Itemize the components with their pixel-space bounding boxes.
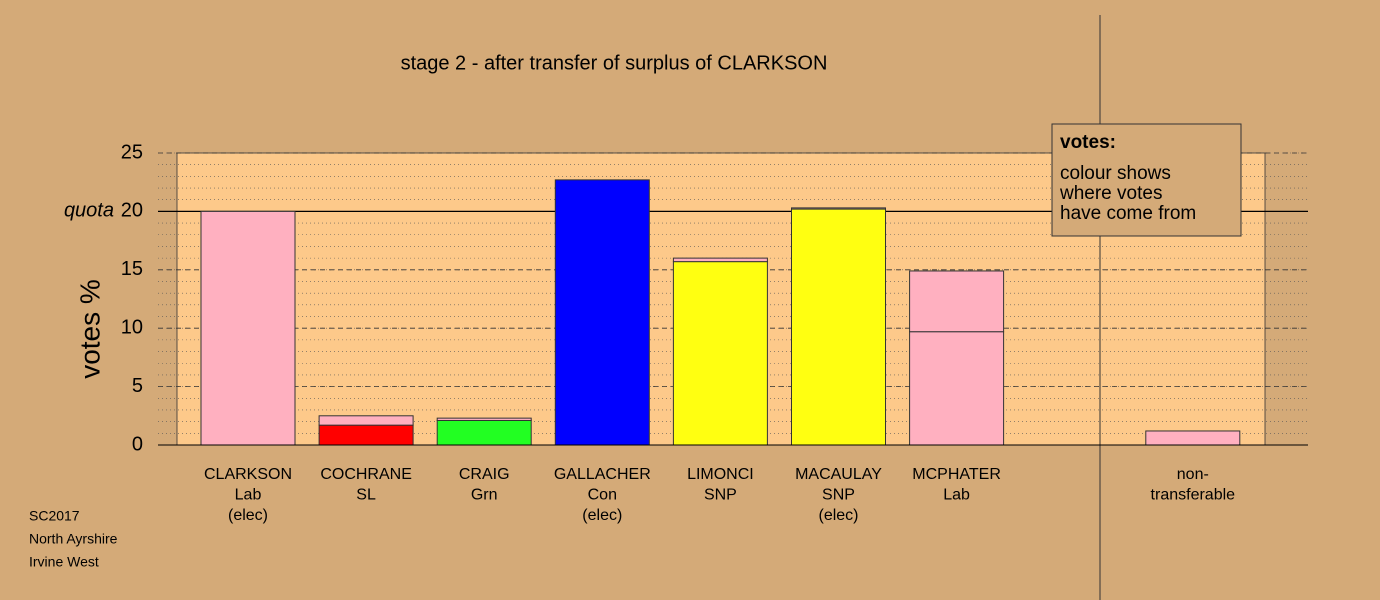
x-tick-label: CLARKSON <box>204 466 292 483</box>
y-tick-label: 25 <box>121 141 143 163</box>
footnote: SC2017 <box>29 508 80 524</box>
y-tick-label: 20 <box>121 200 143 222</box>
bar-segment <box>909 270 1005 333</box>
chart-title: stage 2 - after transfer of surplus of C… <box>401 52 828 74</box>
footnote: Irvine West <box>29 554 99 570</box>
x-tick-label: transferable <box>1151 487 1236 504</box>
bar-segment <box>318 424 414 446</box>
x-tick-label: CRAIG <box>459 466 510 483</box>
x-tick-label: Con <box>588 487 617 504</box>
quota-label: quota <box>64 200 114 222</box>
x-tick-label: LIMONCI <box>687 466 754 483</box>
bar-segment <box>909 331 1005 446</box>
bar-segment <box>791 208 886 446</box>
bar-segment <box>436 417 532 421</box>
legend-box <box>1051 123 1242 237</box>
bar-segment <box>554 179 650 446</box>
bar-segment <box>791 207 886 210</box>
y-tick-label: 10 <box>121 316 143 338</box>
x-tick-label: Grn <box>471 487 498 504</box>
x-tick-label: (elec) <box>228 507 268 524</box>
bar-segment <box>318 415 414 426</box>
bar-segment <box>200 210 296 446</box>
x-tick-label: MCPHATER <box>912 466 1001 483</box>
y-tick-label: 5 <box>132 375 143 397</box>
bar-segment <box>436 419 532 446</box>
legend-line: have come from <box>1060 203 1196 224</box>
x-tick-label: GALLACHER <box>554 466 651 483</box>
x-tick-label: non- <box>1177 466 1209 483</box>
x-tick-label: SNP <box>704 487 737 504</box>
x-tick-label: SL <box>356 487 376 504</box>
legend-line: where votes <box>1059 183 1162 204</box>
x-tick-label: Lab <box>235 487 262 504</box>
footnote: North Ayrshire <box>29 531 118 547</box>
legend: votes: colour shows where votes have com… <box>1051 123 1242 237</box>
legend-line: colour shows <box>1060 163 1171 184</box>
x-tick-label: MACAULAY <box>795 466 882 483</box>
legend-title: votes: <box>1060 132 1116 153</box>
x-tick-label: (elec) <box>582 507 622 524</box>
y-axis-label: votes % <box>74 279 105 379</box>
x-tick-label: (elec) <box>818 507 858 524</box>
bar-segment <box>672 257 768 263</box>
y-tick-label: 0 <box>132 433 143 455</box>
x-tick-label: COCHRANE <box>320 466 412 483</box>
bar-segment <box>672 261 768 446</box>
x-tick-label: SNP <box>822 487 855 504</box>
bar-segment <box>1145 430 1241 446</box>
y-tick-label: 15 <box>121 258 143 280</box>
x-tick-label: Lab <box>943 487 970 504</box>
